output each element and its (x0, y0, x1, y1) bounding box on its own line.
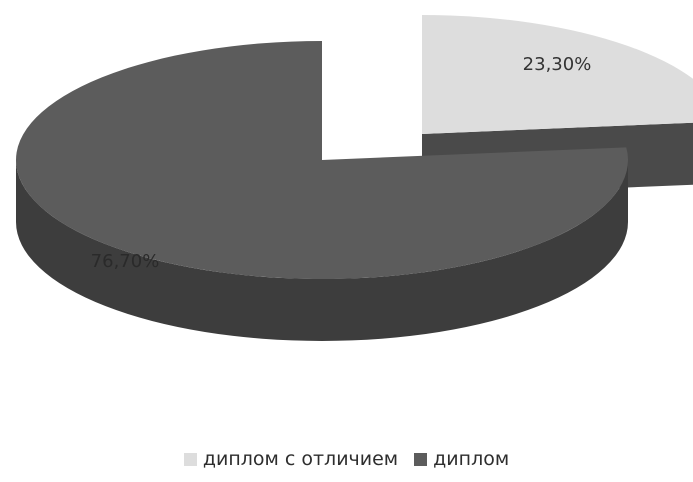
pie-chart-svg: 23,30% 76,70% (15, 15, 693, 341)
data-label-honors: 23,30% (523, 54, 592, 75)
legend-item-honors: диплом с отличием (183, 448, 399, 470)
legend-swatch-honors (183, 452, 197, 466)
data-label-diploma: 76,70% (91, 251, 160, 272)
legend-swatch-diploma (414, 452, 428, 466)
pie-slice-diploma (15, 41, 628, 279)
legend-label-diploma: диплом (433, 448, 510, 470)
chart-legend: диплом с отличием диплом (0, 448, 693, 470)
legend-item-diploma: диплом (414, 448, 509, 470)
legend-label-honors: диплом с отличием (202, 448, 399, 470)
pie-side-diploma (16, 160, 628, 341)
pie-slice-honors (422, 15, 693, 134)
